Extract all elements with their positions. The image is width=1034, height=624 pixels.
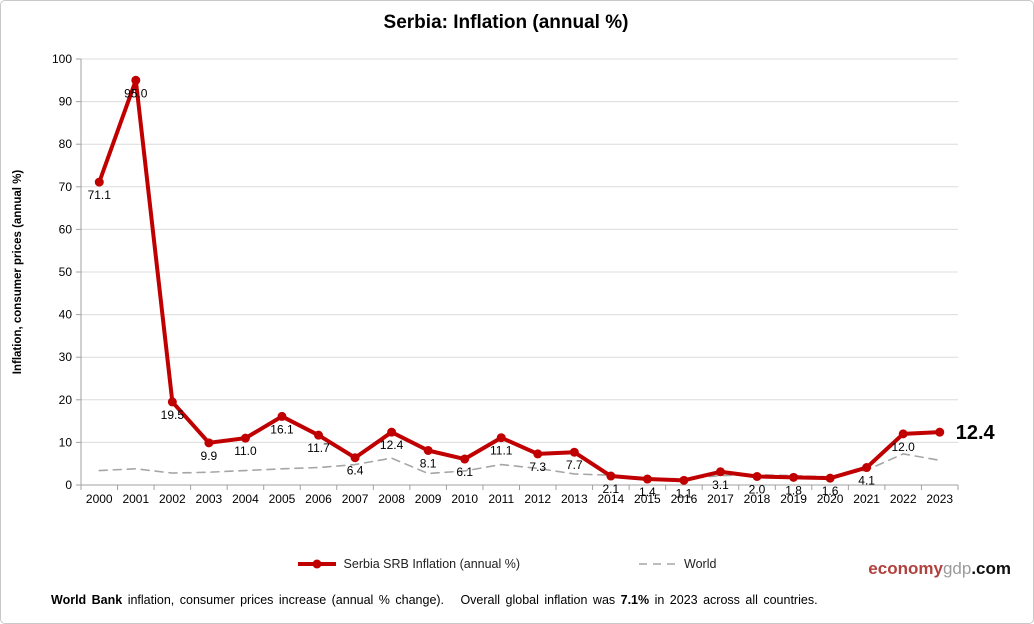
svg-text:2020: 2020 [817,492,844,506]
svg-text:10: 10 [59,435,73,449]
svg-text:2013: 2013 [561,492,588,506]
svg-text:2021: 2021 [853,492,880,506]
svg-text:6.4: 6.4 [347,464,364,478]
svg-text:2005: 2005 [269,492,296,506]
chart-title: Serbia: Inflation (annual %) [383,12,629,33]
svg-text:2006: 2006 [305,492,332,506]
svg-text:2008: 2008 [378,492,405,506]
svg-text:11.0: 11.0 [234,444,257,458]
svg-text:7.7: 7.7 [566,458,583,472]
svg-text:4.1: 4.1 [858,474,875,488]
svg-text:2022: 2022 [890,492,917,506]
logo-gdp: gdp [942,559,972,578]
svg-text:70: 70 [59,180,73,194]
legend-item-world: World [638,557,716,571]
svg-text:50: 50 [59,265,73,279]
svg-text:19.5: 19.5 [161,408,185,422]
svg-text:2019: 2019 [780,492,807,506]
global-inflation-stat: 7.1% [620,593,650,607]
chart-plot-svg: 0 10 20 30 40 50 60 70 80 90 100 2000 2001 2002 2003 20… [12,52,996,506]
svg-text:2011: 2011 [488,492,514,506]
svg-text:80: 80 [59,137,73,151]
svg-text:1.8: 1.8 [785,483,802,497]
svg-text:0: 0 [65,478,72,492]
svg-text:2018: 2018 [744,492,771,506]
svg-text:2010: 2010 [451,492,478,506]
svg-text:9.9: 9.9 [201,449,218,463]
economygdp-logo: economygdp.com [868,559,1011,579]
legend-label-world: World [684,557,717,571]
svg-text:2016: 2016 [671,492,698,506]
svg-text:2003: 2003 [196,492,223,506]
svg-text:1.6: 1.6 [822,484,839,498]
source-text-b: in 2023 across all countries. [649,593,818,607]
svg-text:20: 20 [59,393,73,407]
svg-text:2017: 2017 [707,492,734,506]
svg-text:8.1: 8.1 [420,456,437,470]
svg-text:2012: 2012 [524,492,551,506]
svg-text:11.1: 11.1 [490,444,513,458]
svg-text:2014: 2014 [598,492,625,506]
legend-item-serbia: Serbia SRB Inflation (annual %) [296,557,520,571]
source-note: World Bank inflation, consumer prices in… [51,593,1001,607]
world-dashed-line-icon [639,563,678,565]
svg-text:60: 60 [59,222,73,236]
svg-text:12.0: 12.0 [892,440,916,454]
svg-text:12.4: 12.4 [380,438,404,452]
svg-text:2023: 2023 [926,492,953,506]
svg-text:12.4: 12.4 [956,422,996,444]
svg-text:1.1: 1.1 [676,486,693,500]
svg-text:71.1: 71.1 [88,188,112,202]
svg-text:Inflation, consumer prices (an: Inflation, consumer prices (annual %) [12,170,24,375]
svg-text:100: 100 [52,52,72,66]
svg-text:2004: 2004 [232,492,259,506]
svg-text:40: 40 [59,308,73,322]
svg-text:2000: 2000 [86,492,113,506]
svg-text:95.0: 95.0 [124,86,148,100]
svg-text:3.1: 3.1 [712,478,729,492]
svg-text:2.1: 2.1 [603,482,620,496]
svg-text:2015: 2015 [634,492,661,506]
svg-text:2007: 2007 [342,492,369,506]
logo-dotcom: .com [971,559,1011,578]
source-name: World Bank [51,593,123,607]
svg-text:2001: 2001 [122,492,149,506]
svg-text:11.7: 11.7 [307,441,330,455]
legend-label-serbia: Serbia SRB Inflation (annual %) [343,557,521,571]
svg-text:2009: 2009 [415,492,442,506]
svg-text:2.0: 2.0 [749,482,766,496]
svg-text:6.1: 6.1 [456,465,473,479]
source-text-a: inflation, consumer prices increase (ann… [122,593,621,607]
svg-text:1.4: 1.4 [639,485,656,499]
chart-legend: Serbia SRB Inflation (annual %) World [1,552,1011,576]
logo-economy: economy [868,559,943,578]
svg-text:30: 30 [59,350,73,364]
svg-text:16.1: 16.1 [270,422,294,436]
svg-text:7.3: 7.3 [529,460,546,474]
svg-text:90: 90 [59,95,73,109]
serbia-line-marker-icon [297,559,336,569]
svg-text:2002: 2002 [159,492,186,506]
